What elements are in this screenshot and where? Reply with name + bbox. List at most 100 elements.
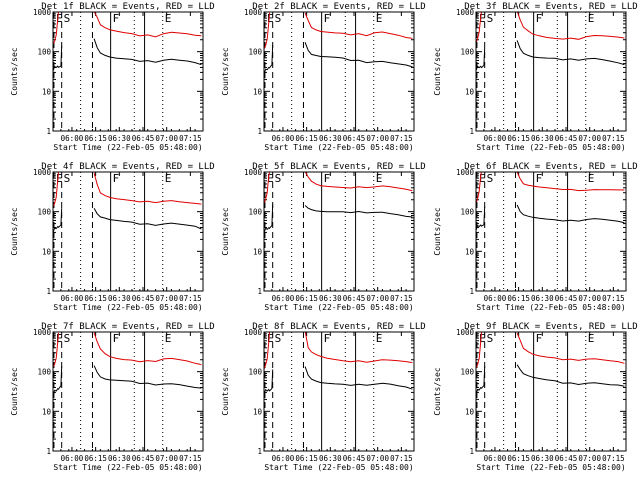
marker-label: F <box>536 12 543 25</box>
x-tick-label: 07:00 <box>155 294 178 303</box>
y-axis-label: Counts/sec <box>433 367 442 415</box>
marker-label: E <box>588 332 595 345</box>
marker-label: S <box>487 12 494 25</box>
x-tick-label: 06:00 <box>61 134 84 143</box>
series-line-events <box>53 38 202 72</box>
x-tick-label: 07:15 <box>602 454 625 463</box>
x-axis-label: Start Time (22-Feb-05 05:48:00) <box>53 463 202 472</box>
chart-panel-8: Det 8f BLACK = Events, RED = LLD Counts/s… <box>221 322 426 472</box>
y-tick-label: 1 <box>469 127 474 136</box>
x-tick-label: 06:30 <box>531 454 554 463</box>
x-tick-label: 06:15 <box>507 134 530 143</box>
x-axis-label: Start Time (22-Feb-05 05:48:00) <box>53 143 202 152</box>
marker-label: E <box>479 332 486 345</box>
panel-title: Det 4f BLACK = Events, RED = LLD <box>41 162 214 172</box>
marker-label: F <box>324 332 331 345</box>
marker-label: E <box>165 12 172 25</box>
y-tick-label: 100 <box>37 48 51 57</box>
x-tick-label: 06:30 <box>319 294 342 303</box>
chart-panel-7: Det 7f BLACK = Events, RED = LLD Counts/s… <box>10 322 215 472</box>
series-line-lld <box>53 172 202 208</box>
plot-frame <box>475 171 627 292</box>
y-tick-label: 100 <box>37 208 51 217</box>
y-axis-label: Counts/sec <box>10 207 19 255</box>
marker-label: E <box>479 172 486 185</box>
y-tick-label: 1 <box>469 447 474 456</box>
y-tick-label: 1000 <box>456 8 475 17</box>
panel-title: Det 5f BLACK = Events, RED = LLD <box>252 162 425 172</box>
x-tick-label: 06:15 <box>84 454 107 463</box>
y-tick-label: 1 <box>469 287 474 296</box>
chart-panel-9: Det 9f BLACK = Events, RED = LLD Counts/s… <box>433 322 638 472</box>
y-tick-label: 10 <box>465 87 475 96</box>
chart-panel-1: Det 1f BLACK = Events, RED = LLD Counts/s… <box>10 2 215 152</box>
y-axis-label: Counts/sec <box>10 47 19 95</box>
x-tick-label: 07:00 <box>366 294 389 303</box>
marker-label: S <box>64 172 71 185</box>
marker-label: E <box>56 332 63 345</box>
marker-label: E <box>56 12 63 25</box>
y-tick-label: 1000 <box>33 328 52 337</box>
x-tick-label: 06:30 <box>319 134 342 143</box>
x-tick-label: 06:15 <box>84 294 107 303</box>
marker-label: E <box>165 332 172 345</box>
y-tick-label: 1 <box>46 447 51 456</box>
y-tick-label: 10 <box>253 87 263 96</box>
chart-panel-2: Det 2f BLACK = Events, RED = LLD Counts/s… <box>221 2 426 152</box>
marker-label: E <box>56 172 63 185</box>
x-tick-label: 06:15 <box>295 294 318 303</box>
series-line-lld <box>476 172 625 204</box>
x-tick-label: 07:15 <box>390 134 413 143</box>
y-tick-label: 100 <box>37 368 51 377</box>
marker-label: E <box>267 332 274 345</box>
x-tick-label: 06:30 <box>108 294 131 303</box>
chart-panel-5: Det 5f BLACK = Events, RED = LLD Counts/s… <box>221 162 426 312</box>
y-tick-label: 1 <box>257 447 262 456</box>
x-tick-label: 07:00 <box>578 134 601 143</box>
series-line-lld <box>264 12 413 50</box>
x-axis-label: Start Time (22-Feb-05 05:48:00) <box>476 303 625 312</box>
marker-label: F <box>536 332 543 345</box>
y-tick-label: 1 <box>257 287 262 296</box>
x-tick-label: 07:15 <box>602 134 625 143</box>
y-tick-label: 100 <box>248 208 262 217</box>
plot-frame <box>263 171 415 292</box>
y-tick-label: 1000 <box>456 328 475 337</box>
y-tick-label: 10 <box>42 87 52 96</box>
x-tick-label: 06:15 <box>84 134 107 143</box>
panel-title: Det 6f BLACK = Events, RED = LLD <box>464 162 637 172</box>
series-line-events <box>264 42 413 75</box>
y-tick-label: 100 <box>248 48 262 57</box>
x-tick-label: 06:45 <box>555 134 578 143</box>
marker-label: S <box>275 172 282 185</box>
y-tick-label: 1000 <box>33 8 52 17</box>
x-tick-label: 07:15 <box>390 294 413 303</box>
y-tick-label: 1000 <box>456 168 475 177</box>
y-tick-label: 10 <box>253 247 263 256</box>
y-tick-label: 10 <box>42 407 52 416</box>
x-tick-label: 07:15 <box>179 454 202 463</box>
x-tick-label: 06:00 <box>484 454 507 463</box>
marker-label: F <box>113 332 120 345</box>
series-line-events <box>264 204 413 233</box>
chart-panel-6: Det 6f BLACK = Events, RED = LLD Counts/s… <box>433 162 638 312</box>
x-tick-label: 07:00 <box>578 454 601 463</box>
plot-frame <box>52 171 204 292</box>
series-line-events <box>476 364 625 395</box>
x-tick-label: 06:00 <box>272 454 295 463</box>
plot-frame <box>263 11 415 132</box>
x-tick-label: 06:45 <box>555 294 578 303</box>
x-axis-label: Start Time (22-Feb-05 05:48:00) <box>476 463 625 472</box>
x-tick-label: 06:30 <box>531 134 554 143</box>
x-tick-label: 06:30 <box>108 134 131 143</box>
series-line-lld <box>264 172 413 205</box>
marker-label: E <box>376 172 383 185</box>
marker-label: E <box>376 332 383 345</box>
chart-panel-3: Det 3f BLACK = Events, RED = LLD Counts/s… <box>433 2 638 152</box>
y-tick-label: 100 <box>460 208 474 217</box>
series-line-lld <box>264 332 413 370</box>
x-tick-label: 06:00 <box>272 134 295 143</box>
x-axis-label: Start Time (22-Feb-05 05:48:00) <box>264 143 413 152</box>
plot-frame <box>475 11 627 132</box>
